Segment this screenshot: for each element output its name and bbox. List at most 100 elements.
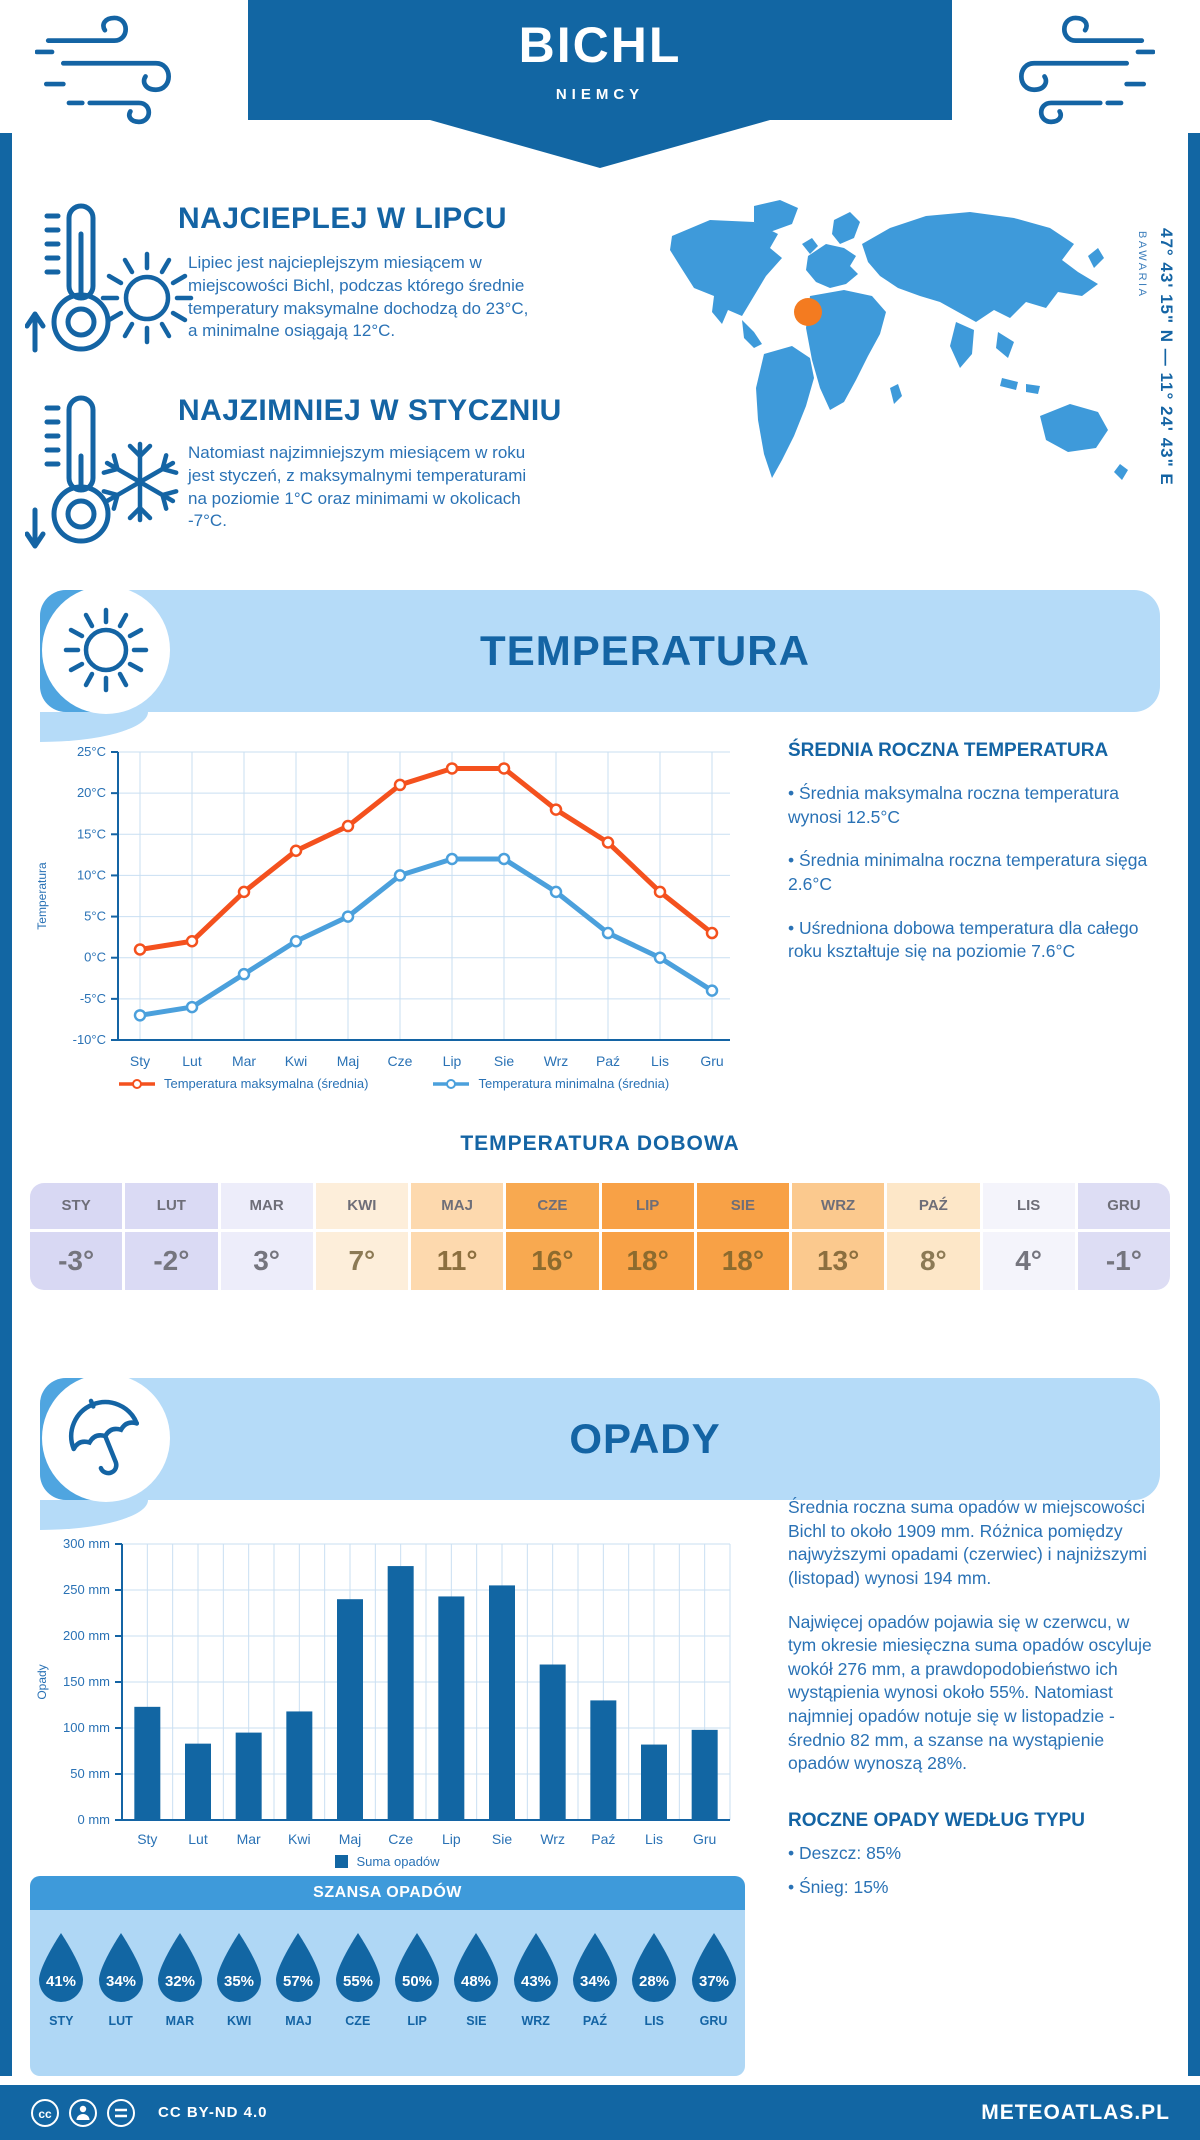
svg-text:Lis: Lis (645, 1831, 663, 1847)
droplet-icon: 50% (395, 1933, 440, 2002)
coldest-text: Natomiast najzimniejszym miesiącem w rok… (188, 443, 527, 531)
svg-text:5°C: 5°C (84, 909, 106, 924)
daily-temperature-value: 18° (696, 1232, 789, 1290)
footer: cc CC BY-ND 4.0 METEOATLAS.PL (0, 2085, 1200, 2140)
temperature-chart: -10°C -5°C 0°C 5°C 10°C 15°C 20°C 25°C Sty Lut Mar… (30, 742, 740, 1091)
svg-text:57%: 57% (283, 1973, 313, 1990)
temperature-banner-title: TEMPERATURA (480, 627, 810, 674)
world-map (670, 200, 1128, 480)
svg-text:34%: 34% (106, 1973, 136, 1990)
daily-month-label: KWI (315, 1183, 408, 1229)
thermometer-up-icon (25, 203, 111, 353)
site-label: METEOATLAS.PL (981, 2100, 1170, 2124)
svg-text:Kwi: Kwi (285, 1053, 308, 1069)
daily-temperature-value: -1° (1077, 1232, 1170, 1290)
daily-temperature-value: 11° (411, 1232, 504, 1290)
temperature-banner-icon-circle (42, 586, 170, 714)
rain-chance-item: 43% WRZ (508, 1930, 564, 2028)
daily-month-label: MAR (220, 1183, 313, 1229)
svg-text:41%: 41% (46, 1973, 76, 1990)
svg-text:Maj: Maj (339, 1831, 362, 1847)
rain-chance-month: MAJ (285, 2014, 312, 2028)
precipitation-summary: Średnia roczna suma opadów w miejscowośc… (788, 1496, 1162, 1899)
svg-text:Sie: Sie (492, 1831, 512, 1847)
droplet-icon: 48% (454, 1933, 499, 2002)
rain-chance-month: KWI (227, 2014, 252, 2028)
svg-text:Lut: Lut (188, 1831, 208, 1847)
svg-text:Cze: Cze (388, 1053, 413, 1069)
svg-text:300 mm: 300 mm (63, 1536, 110, 1551)
svg-text:50%: 50% (402, 1973, 432, 1990)
rain-chance-month: STY (49, 2014, 74, 2028)
coordinates-label: 47° 43' 15" N — 11° 24' 43" E (1157, 228, 1176, 486)
svg-text:Gru: Gru (700, 1053, 723, 1069)
right-rail (1188, 130, 1200, 2076)
svg-text:Mar: Mar (232, 1053, 256, 1069)
precipitation-paragraph: Najwięcej opadów pojawia się w czerwcu, … (788, 1611, 1152, 1774)
rain-chance-item: 35% KWI (211, 1930, 267, 2028)
svg-text:32%: 32% (165, 1973, 195, 1990)
left-rail (0, 130, 12, 2076)
svg-text:Kwi: Kwi (288, 1831, 311, 1847)
precipitation-paragraph: Średnia roczna suma opadów w miejscowośc… (788, 1497, 1147, 1588)
daily-temperature-value: -2° (125, 1232, 218, 1290)
daily-temperature-value: 7° (315, 1232, 408, 1290)
chance-of-precipitation-heading: SZANSA OPADÓW (30, 1876, 745, 1910)
temperature-summary-heading: ŚREDNIA ROCZNA TEMPERATURA (788, 740, 1109, 761)
daily-month-label: GRU (1077, 1183, 1170, 1229)
daily-temperature-value: 18° (601, 1232, 694, 1290)
svg-text:Lut: Lut (182, 1053, 202, 1069)
svg-text:Lip: Lip (442, 1831, 461, 1847)
svg-text:150 mm: 150 mm (63, 1674, 110, 1689)
svg-text:37%: 37% (699, 1973, 729, 1990)
region-label: BAWARIA (1136, 231, 1148, 299)
rain-chance-month: LIP (407, 2014, 427, 2028)
daily-temperature-value: 4° (982, 1232, 1075, 1290)
precipitation-banner-title: OPADY (569, 1415, 721, 1462)
svg-text:Temperatura: Temperatura (35, 862, 49, 930)
svg-text:-5°C: -5°C (80, 991, 106, 1006)
daily-temperature-value: -3° (30, 1232, 123, 1290)
svg-text:20°C: 20°C (77, 785, 106, 800)
precipitation-type-bullet: • Deszcz: 85% (788, 1842, 902, 1863)
precipitation-type-heading: ROCZNE OPADY WEDŁUG TYPU (788, 1809, 1085, 1831)
temperature-summary: ŚREDNIA ROCZNA TEMPERATURA • Średnia mak… (788, 740, 1162, 964)
svg-text:48%: 48% (461, 1973, 491, 1990)
svg-text:Paź: Paź (591, 1831, 615, 1847)
droplet-icon: 34% (98, 1933, 143, 2002)
svg-text:cc: cc (38, 2107, 52, 2121)
droplet-icon: 32% (157, 1933, 202, 2002)
svg-text:200 mm: 200 mm (63, 1628, 110, 1643)
page-title: BICHL (518, 17, 682, 73)
daily-temperature-value: 8° (887, 1232, 980, 1290)
svg-text:Wrz: Wrz (540, 1831, 565, 1847)
svg-text:-10°C: -10°C (73, 1032, 106, 1047)
daily-month-label: LIP (601, 1183, 694, 1229)
droplet-icon: 37% (691, 1933, 736, 2002)
header-corner-left (0, 0, 248, 133)
svg-text:43%: 43% (521, 1973, 551, 1990)
svg-text:10°C: 10°C (77, 867, 106, 882)
droplet-icon: 55% (335, 1933, 380, 2002)
daily-month-label: WRZ (792, 1183, 885, 1229)
svg-text:25°C: 25°C (77, 744, 106, 759)
droplet-icon: 43% (513, 1933, 558, 2002)
rain-chance-item: 55% CZE (330, 1930, 386, 2028)
svg-text:Wrz: Wrz (544, 1053, 569, 1069)
droplet-icon: 57% (276, 1933, 321, 2002)
svg-text:Lis: Lis (651, 1053, 669, 1069)
droplet-icon: 41% (39, 1933, 84, 2002)
daily-month-label: PAŹ (887, 1183, 980, 1229)
svg-text:Paź: Paź (596, 1053, 620, 1069)
attribution-icon (69, 2098, 97, 2127)
svg-text:55%: 55% (343, 1973, 373, 1990)
rain-chance-month: LUT (108, 2014, 133, 2028)
daily-month-label: MAJ (411, 1183, 504, 1229)
svg-text:15°C: 15°C (77, 826, 106, 841)
warmest-heading: NAJCIEPLEJ W LIPCU (178, 202, 508, 235)
svg-text:35%: 35% (224, 1973, 254, 1990)
svg-text:100 mm: 100 mm (63, 1720, 110, 1735)
droplet-icon: 28% (632, 1933, 677, 2002)
country-label: NIEMCY (555, 86, 645, 103)
sun-icon (100, 251, 194, 345)
